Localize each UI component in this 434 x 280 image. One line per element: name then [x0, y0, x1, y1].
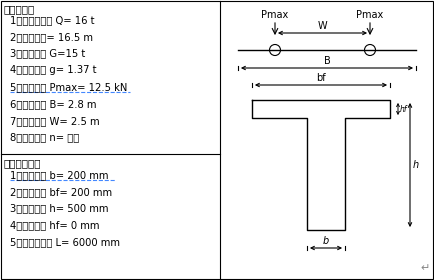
Text: h: h — [413, 160, 419, 170]
Text: bf: bf — [316, 73, 326, 83]
Text: 吊车梁数据：: 吊车梁数据： — [4, 158, 42, 168]
Text: b: b — [323, 236, 329, 246]
Text: 吊车数据：: 吊车数据： — [4, 4, 35, 14]
Text: Pmax: Pmax — [261, 10, 289, 20]
Text: Pmax: Pmax — [356, 10, 384, 20]
Text: 5、吊车梁跨度 L= 6000 mm: 5、吊车梁跨度 L= 6000 mm — [10, 237, 120, 247]
Text: 3、吊车梁高 h= 500 mm: 3、吊车梁高 h= 500 mm — [10, 204, 108, 214]
Text: 7、吊车轮距 W= 2.5 m: 7、吊车轮距 W= 2.5 m — [10, 116, 100, 126]
Text: 2、吊车跨度= 16.5 m: 2、吊车跨度= 16.5 m — [10, 32, 93, 42]
Text: 4、上翼缘高 hf= 0 mm: 4、上翼缘高 hf= 0 mm — [10, 220, 99, 230]
Text: 3、吊车总重 G=15 t: 3、吊车总重 G=15 t — [10, 49, 85, 59]
Text: B: B — [324, 56, 330, 66]
Text: 8、吊车数量 n= 两台: 8、吊车数量 n= 两台 — [10, 133, 79, 143]
Text: 5、最大轮压 Pmax= 12.5 kN: 5、最大轮压 Pmax= 12.5 kN — [10, 82, 127, 92]
Text: 4、小车重量 g= 1.37 t: 4、小车重量 g= 1.37 t — [10, 66, 96, 75]
Text: hf: hf — [400, 104, 408, 113]
Text: W: W — [318, 21, 327, 31]
Text: 1、吊车梁宽 b= 200 mm: 1、吊车梁宽 b= 200 mm — [10, 170, 108, 180]
Text: 6、吊车总宽 B= 2.8 m: 6、吊车总宽 B= 2.8 m — [10, 99, 96, 109]
Text: ↵: ↵ — [421, 263, 430, 273]
Text: 2、上翼缘宽 bf= 200 mm: 2、上翼缘宽 bf= 200 mm — [10, 187, 112, 197]
Text: 1、吊车起重量 Q= 16 t: 1、吊车起重量 Q= 16 t — [10, 15, 95, 25]
